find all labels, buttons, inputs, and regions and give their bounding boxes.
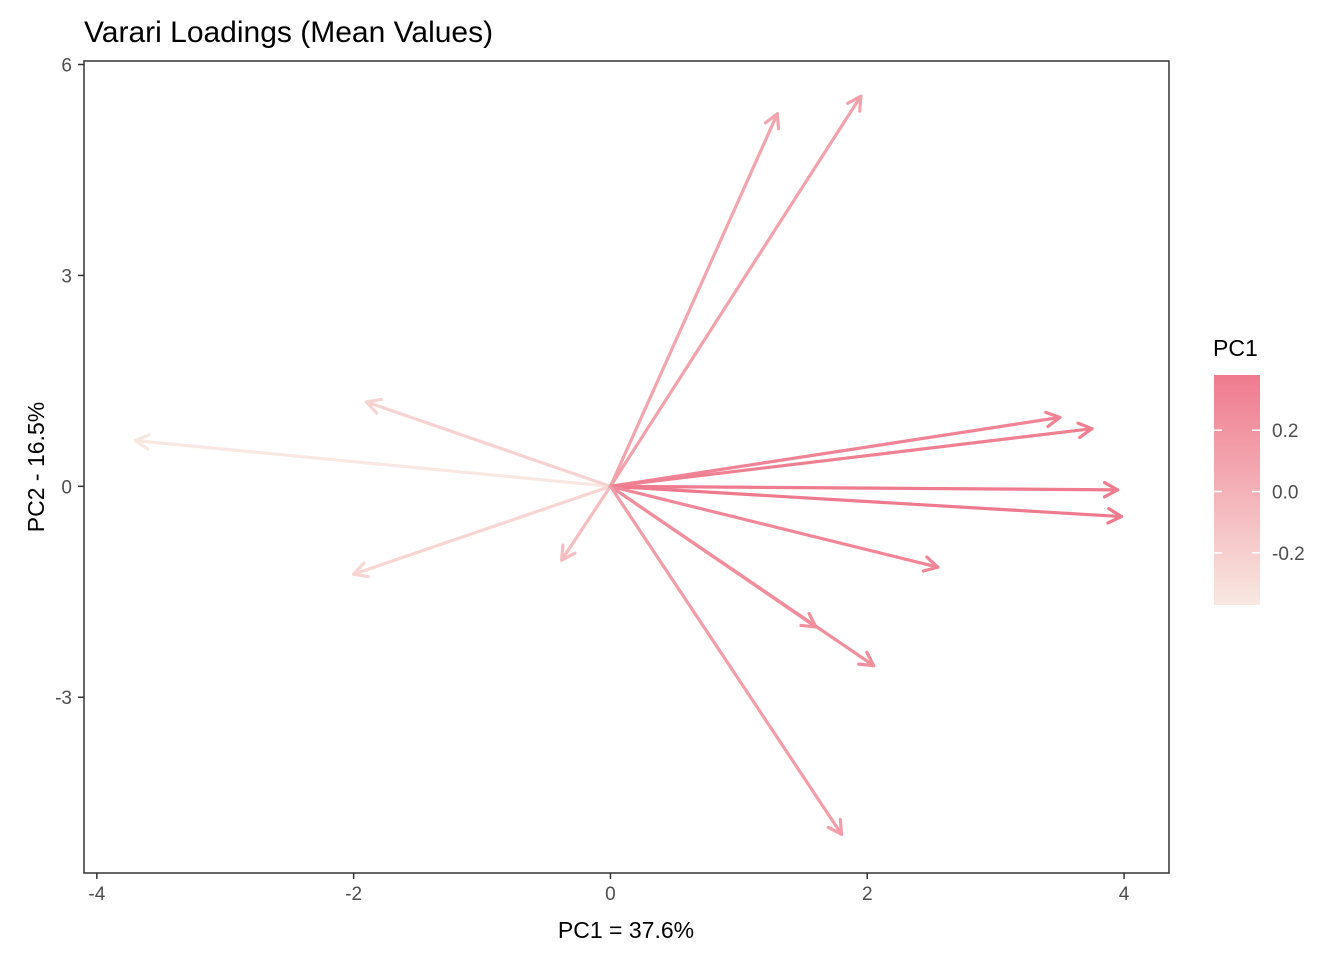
loading-arrow [352,484,613,579]
x-tick-label: -2 [345,884,362,905]
loading-arrow [608,410,1062,488]
loading-arrow [133,433,613,488]
loading-arrows [133,94,1124,836]
x-axis: -4 -2 0 2 4 [88,873,1130,905]
x-tick-label: 4 [1119,884,1130,905]
legend-colorbar [1214,375,1260,605]
loading-arrow [608,480,1120,499]
x-axis-title: PC1 = 37.6% [558,917,694,943]
y-tick-label: 6 [61,56,72,77]
x-tick-label: -4 [88,884,105,905]
panel-border [83,60,1170,874]
y-axis: -3 0 3 6 [55,56,84,709]
plot-panel [83,60,1170,874]
chart-title: Varari Loadings (Mean Values) [84,16,493,49]
y-tick-label: 3 [61,266,72,287]
legend-title: PC1 [1213,335,1258,361]
loading-arrow [608,484,876,668]
color-legend: PC1 0.2 0.0 -0.2 [1213,335,1305,605]
x-tick-label: 0 [605,884,616,905]
loading-arrow [608,484,844,836]
legend-tick-label: 0.0 [1272,483,1298,504]
loading-arrow [608,484,1124,525]
loading-arrow [608,112,781,488]
y-axis-title: PC2 - 16.5% [23,402,49,532]
loading-arrow [608,94,863,488]
loading-arrow [560,484,613,562]
y-tick-label: -3 [55,688,72,709]
loading-arrow [364,397,613,488]
legend-tick-label: -0.2 [1272,544,1305,565]
legend-tick-label: 0.2 [1272,421,1298,442]
loading-arrow [608,484,940,573]
y-tick-label: 0 [61,477,72,498]
loading-arrow [608,421,1094,488]
x-tick-label: 2 [862,884,873,905]
